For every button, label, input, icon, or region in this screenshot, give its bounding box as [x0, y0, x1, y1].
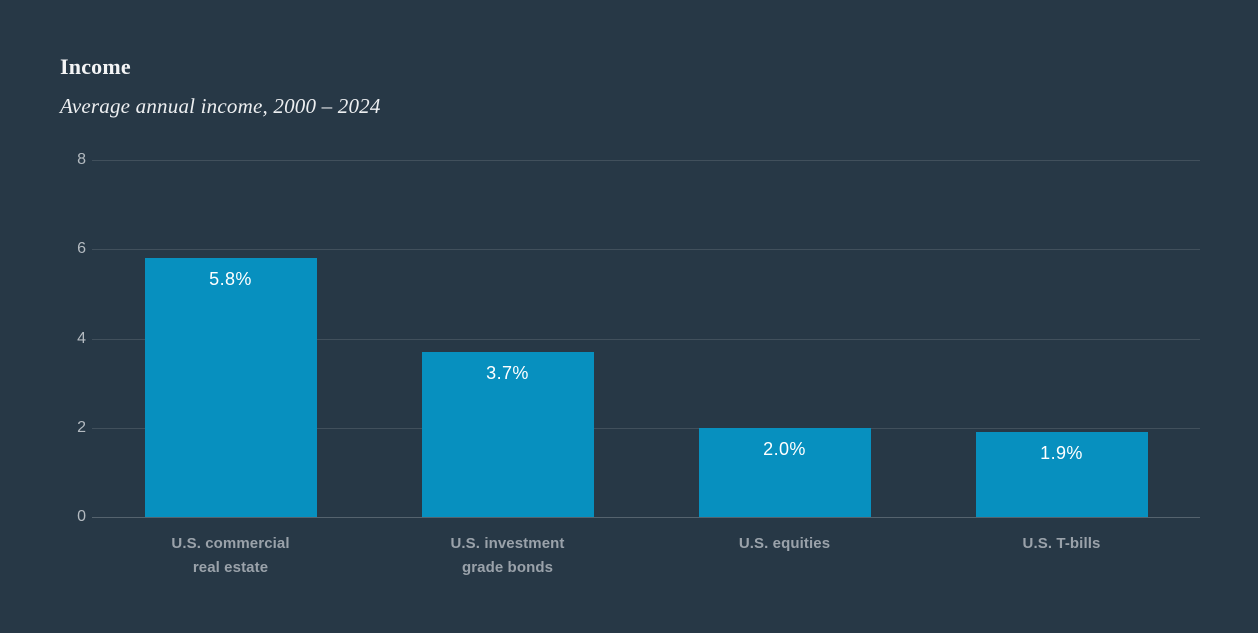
x-axis-baseline	[92, 517, 1200, 518]
gridline	[92, 338, 1200, 340]
y-axis-tick-label: 0	[77, 508, 86, 525]
bar-value-label: 2.0%	[763, 438, 806, 459]
bar-slot: 2.0%	[646, 160, 923, 517]
y-axis-tick-label: 4	[77, 329, 86, 347]
bars-row: 5.8% 3.7% 2.0% 1.9%	[92, 160, 1200, 517]
x-axis-category-label: U.S. T-bills	[1022, 535, 1101, 552]
x-axis-category-label: U.S. commercial real estate	[171, 535, 290, 576]
y-axis-tick-label: 2	[77, 418, 86, 436]
bar-value-label: 1.9%	[1040, 443, 1083, 464]
gridline	[92, 249, 1200, 251]
y-axis-tick-label: 6	[77, 240, 86, 258]
bar-u-s-investment-grade-bonds: 3.7%	[421, 351, 594, 517]
bar-slot: 3.7%	[369, 160, 646, 517]
gridline	[92, 427, 1200, 429]
bar-value-label: 5.8%	[209, 269, 252, 290]
chart-subtitle: Average annual income, 2000 – 2024	[60, 94, 381, 118]
bar-u-s-t-bills: 1.9%	[975, 432, 1148, 517]
bar-u-s-equities: 2.0%	[698, 427, 871, 517]
x-axis-category-label: U.S. equities	[738, 535, 831, 552]
plot-area: 5.8% 3.7% 2.0% 1.9% 0 2 4 6 8	[77, 152, 1200, 525]
bar-value-label: 3.7%	[486, 362, 529, 383]
chart-title: Income	[60, 54, 131, 79]
x-axis-category-label: U.S. investment grade bonds	[450, 535, 565, 576]
y-axis-tick-label: 8	[77, 151, 86, 168]
bar-slot: 5.8%	[92, 160, 369, 517]
bar-u-s-commercial-real-estate: 5.8%	[144, 258, 317, 517]
x-axis-labels: U.S. commercial real estate U.S. investmen…	[92, 532, 1200, 580]
bar-slot: 1.9%	[923, 160, 1200, 517]
gridline	[92, 160, 1200, 161]
